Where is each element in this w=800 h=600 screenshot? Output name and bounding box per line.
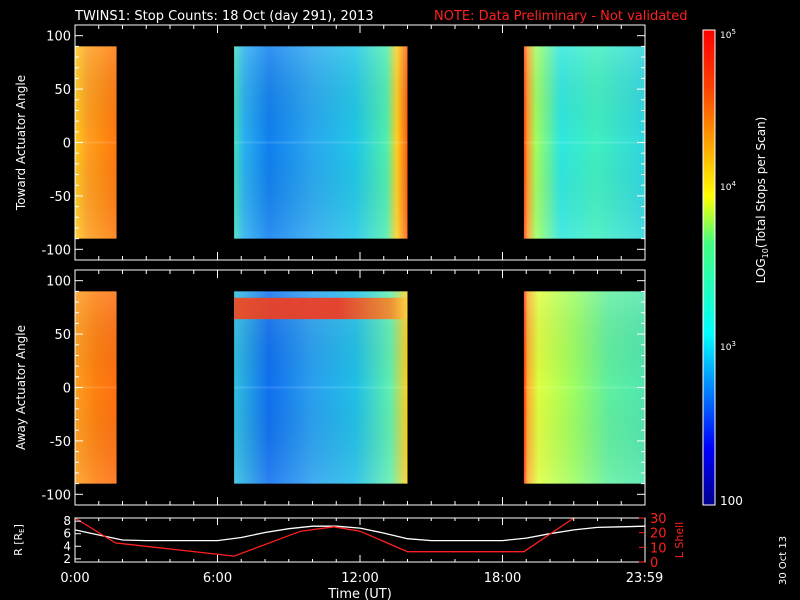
colorbar-tick-100: 100 xyxy=(720,494,743,508)
y-tick-label: 100 xyxy=(46,275,71,290)
zero-angle-streak xyxy=(234,141,408,144)
panel-gap xyxy=(0,505,800,518)
x-tick-label: 12:00 xyxy=(341,571,378,586)
away-angle-heatmap: 100 50 0 -50 -100 Away Actuator Angle xyxy=(14,269,646,506)
y-tick-label-right: 10 xyxy=(650,541,667,556)
colorbar: 105 104 103 100 LOG10(Total Stops per Sc… xyxy=(702,28,770,508)
x-tick-label: 18:00 xyxy=(484,571,521,586)
heatmap-shading xyxy=(523,46,645,239)
date-stamp: 30 Oct 13 xyxy=(778,536,789,585)
zero-angle-streak xyxy=(234,386,408,389)
y-tick-label: -50 xyxy=(50,190,71,205)
zero-angle-streak xyxy=(75,141,117,144)
y-tick-label-right: 30 xyxy=(650,512,667,527)
zero-angle-streak xyxy=(75,386,117,389)
y-tick-label-left: 4 xyxy=(63,539,71,553)
y-tick-label-right: 20 xyxy=(650,527,667,542)
y-axis-label: Away Actuator Angle xyxy=(14,325,28,450)
toward-angle-heatmap: 100 50 0 -50 -100 Toward Actuator Angle xyxy=(14,24,646,261)
x-axis-label: Time (UT) xyxy=(327,587,392,600)
colorbar-scale xyxy=(702,29,716,506)
zero-angle-streak xyxy=(523,386,645,389)
colorbar-tick-1e4: 104 xyxy=(720,180,736,193)
y-tick-label-left: 6 xyxy=(63,527,71,541)
colorbar-label: LOG10(Total Stops per Scan) xyxy=(754,117,770,284)
zero-angle-streak xyxy=(523,141,645,144)
x-tick-label: 0:00 xyxy=(60,571,89,586)
figure-title: TWINS1: Stop Counts: 18 Oct (day 291), 2… xyxy=(74,9,374,24)
y-axis-label-right: L Shell xyxy=(673,522,686,558)
heatmap-shading xyxy=(523,291,645,484)
high-count-band xyxy=(234,297,408,320)
y-tick-label-left: 2 xyxy=(63,552,71,566)
y-tick-label: 50 xyxy=(54,83,71,98)
y-tick-label: -50 xyxy=(50,435,71,450)
colorbar-tick-1e5: 105 xyxy=(720,28,736,41)
colorbar-tick-1e3: 103 xyxy=(720,340,736,353)
preliminary-note: NOTE: Data Preliminary - Not validated xyxy=(434,9,688,24)
y-tick-label: 100 xyxy=(46,30,71,45)
y-tick-label: 0 xyxy=(63,137,71,152)
y-tick-label: -100 xyxy=(41,488,71,503)
heatmap-shading xyxy=(234,46,408,239)
y-axis-label-left: R [RE] xyxy=(12,524,26,556)
l-shell-series-line xyxy=(74,517,575,557)
x-tick-label: 6:00 xyxy=(203,571,232,586)
y-axis-label: Toward Actuator Angle xyxy=(14,75,28,211)
y-tick-label: 0 xyxy=(63,382,71,397)
y-tick-label-right: 0 xyxy=(650,556,658,571)
y-tick-label: 50 xyxy=(54,328,71,343)
heatmap-shading xyxy=(234,291,408,484)
x-tick-label: 23:59 xyxy=(626,571,663,586)
y-tick-label-left: 8 xyxy=(63,514,71,528)
y-tick-label: -100 xyxy=(41,243,71,258)
